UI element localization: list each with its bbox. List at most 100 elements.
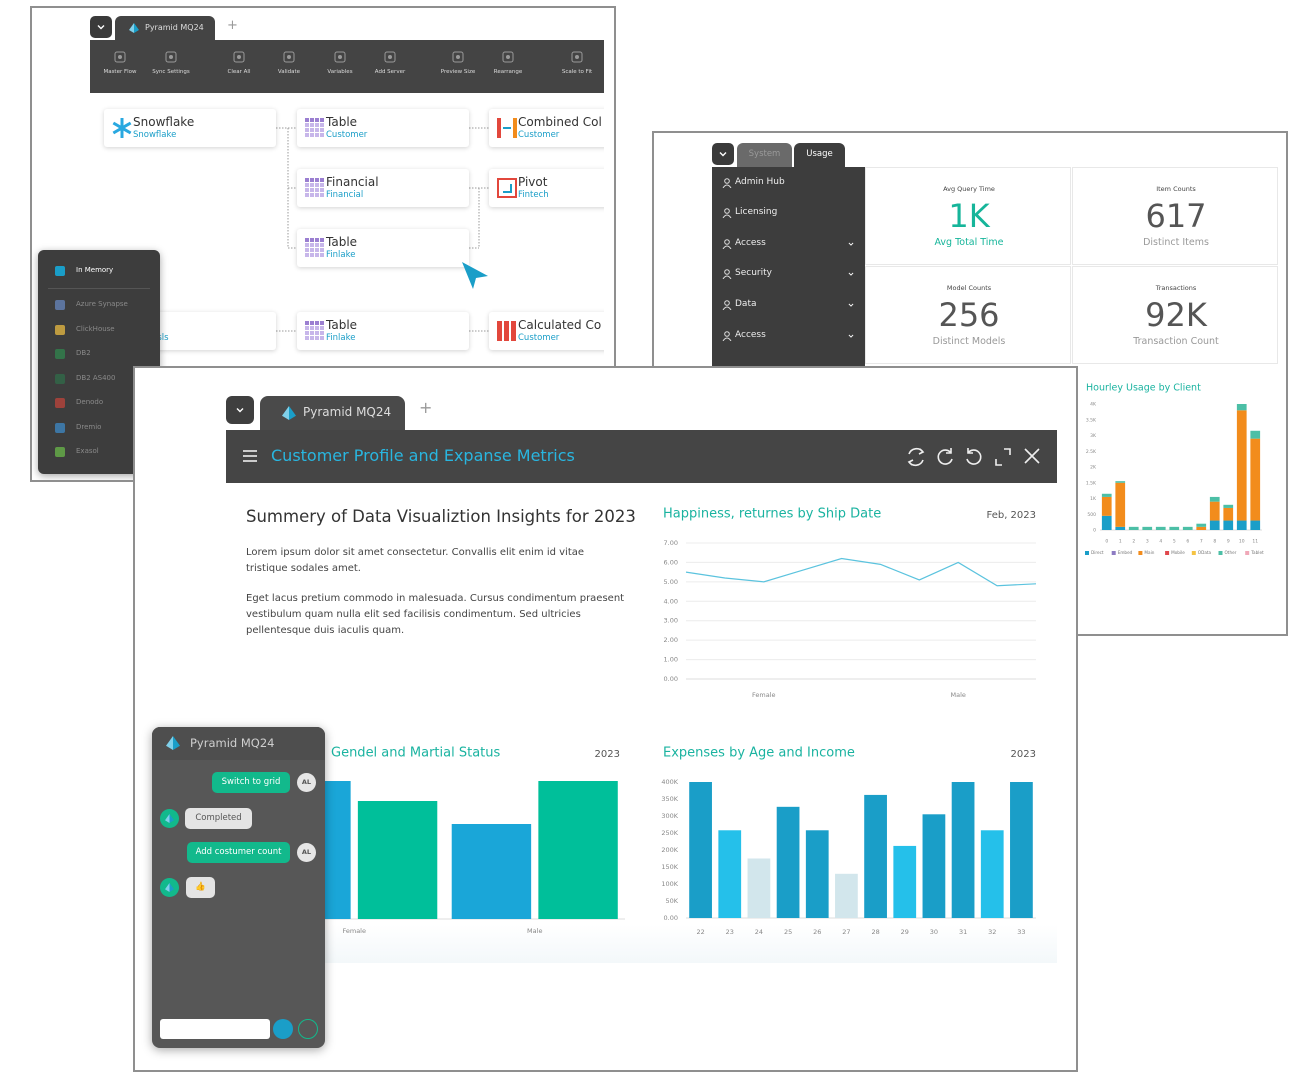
- flow-window: Pyramid MQ24 + Master Flow Sync Settings Cle…: [30, 6, 616, 482]
- logo-icon: [165, 814, 174, 823]
- toolbar-button[interactable]: Add Server: [368, 46, 412, 90]
- logo-icon: [165, 883, 174, 892]
- x-tick-label: 30: [930, 928, 938, 936]
- kpi-caption: Transaction Count: [1133, 336, 1219, 347]
- icon-shape: [320, 326, 324, 330]
- kpi-caption: Distinct Models: [932, 336, 1006, 347]
- flow-node[interactable]: Table Finlake: [297, 229, 469, 267]
- button-label: Add Server: [374, 69, 406, 75]
- y-tick-label: 100K: [661, 880, 678, 888]
- add-tab[interactable]: +: [227, 18, 238, 33]
- source-item[interactable]: Exasol: [76, 447, 99, 455]
- node-icon: [112, 118, 132, 138]
- source-item[interactable]: In Memory: [76, 266, 114, 274]
- icon-shape: [305, 188, 309, 192]
- icon-shape: [305, 133, 309, 137]
- icon-shape: [497, 321, 502, 341]
- dropdown-button[interactable]: [712, 143, 734, 165]
- toolbar-button[interactable]: Variables: [318, 46, 362, 90]
- dashboard-title: Customer Profile and Expanse Metrics: [271, 446, 575, 465]
- tab[interactable]: System: [737, 143, 792, 167]
- y-tick-label: 1.00: [664, 656, 678, 664]
- toolbar-button[interactable]: Rearrange: [486, 46, 530, 90]
- icon-shape: [305, 243, 309, 247]
- icon-shape: [305, 248, 309, 252]
- source-item[interactable]: Dremio: [76, 423, 102, 431]
- icon-shape: [55, 374, 65, 384]
- chat-bubble: Switch to grid: [212, 772, 290, 793]
- flow-node[interactable]: Combined Col Customer: [489, 109, 604, 147]
- header-bar: Customer Profile and Expanse Metrics: [226, 430, 1057, 483]
- icon-shape: [724, 208, 730, 214]
- icon-shape: [320, 118, 324, 122]
- dropdown-button[interactable]: [226, 396, 254, 424]
- flow-node[interactable]: Financial Financial: [297, 169, 469, 207]
- source-item[interactable]: DB2 AS400: [76, 374, 116, 382]
- tab[interactable]: Usage: [794, 143, 845, 167]
- flow-node[interactable]: Calculated Co Customer: [489, 312, 604, 350]
- node-subtitle: Finlake: [326, 250, 356, 260]
- flow-node[interactable]: Table Finlake: [297, 312, 469, 350]
- source-item[interactable]: DB2: [76, 349, 91, 357]
- source-item[interactable]: ClickHouse: [76, 325, 115, 333]
- menu-item[interactable]: Access: [712, 234, 865, 254]
- menu-item[interactable]: Data: [712, 295, 865, 315]
- toolbar-button[interactable]: Preview Size: [436, 46, 480, 90]
- logo-part: [282, 406, 289, 420]
- source-item[interactable]: Azure Synapse: [76, 300, 128, 308]
- menu-item[interactable]: Security: [712, 264, 865, 284]
- source-icon: [55, 398, 65, 408]
- toolbar: Master Flow Sync Settings Clear All Validat…: [90, 40, 604, 93]
- menu-item[interactable]: Admin Hub: [712, 173, 865, 193]
- menu-item[interactable]: Access: [712, 326, 865, 346]
- bar-segment: [1223, 504, 1234, 508]
- tab[interactable]: Pyramid MQ24: [260, 396, 405, 430]
- icon-shape: [55, 300, 65, 310]
- toolbar-button[interactable]: Clear All: [217, 46, 261, 90]
- bar: [747, 858, 771, 918]
- toolbar-button[interactable]: Sync Settings: [149, 46, 193, 90]
- source-item[interactable]: Denodo: [76, 398, 104, 406]
- node-icon: [305, 238, 324, 257]
- icon-shape: [310, 128, 314, 132]
- icon-shape: [320, 253, 324, 257]
- button-icon: [384, 51, 396, 63]
- chat-input[interactable]: [160, 1019, 270, 1039]
- icon-shape: [722, 214, 732, 218]
- node-title: Table: [326, 318, 358, 332]
- bar: [1010, 782, 1033, 918]
- icon-shape: [287, 55, 291, 59]
- node-icon: [305, 178, 324, 197]
- kpi-value: 92K: [1145, 296, 1207, 334]
- x-tick-label: 26: [813, 928, 821, 936]
- icon-shape: [315, 133, 319, 137]
- icon-shape: [724, 300, 730, 306]
- icon-shape: [55, 266, 65, 276]
- icon-shape: [722, 337, 732, 341]
- button-label: Sync Settings: [152, 69, 190, 75]
- toolbar-button[interactable]: Master Flow: [98, 46, 142, 90]
- mic-button[interactable]: [298, 1019, 318, 1039]
- chart-title: Expenses by Age and Income: [663, 746, 855, 761]
- y-tick-label: 0.00: [664, 914, 678, 922]
- toolbar-button[interactable]: Validate: [267, 46, 311, 90]
- icon-shape: [497, 118, 501, 138]
- x-tick-label: 29: [901, 928, 909, 936]
- toolbar-button[interactable]: Scale to Fit: [555, 46, 599, 90]
- tab[interactable]: Pyramid MQ24: [115, 16, 215, 40]
- button-label: Variables: [327, 69, 353, 75]
- send-button[interactable]: [273, 1019, 293, 1039]
- flow-node[interactable]: Pivot Fintech: [489, 169, 604, 207]
- add-tab[interactable]: +: [419, 398, 433, 417]
- flow-node[interactable]: Table Customer: [297, 109, 469, 147]
- button-icon: [571, 51, 583, 63]
- x-tick-label: Female: [752, 691, 776, 699]
- bar-segment: [1155, 526, 1166, 530]
- menu-item[interactable]: Licensing: [712, 203, 865, 223]
- kpi-card: Transactions 92K Transaction Count: [1072, 266, 1278, 364]
- gender-chart: Gendel and Martial Status 2023 Female Male: [264, 746, 625, 935]
- dropdown-button[interactable]: [90, 16, 112, 38]
- icon-shape: [305, 238, 309, 242]
- flow-node[interactable]: Snowflake Snowflake: [104, 109, 276, 147]
- icon-shape: [55, 398, 65, 408]
